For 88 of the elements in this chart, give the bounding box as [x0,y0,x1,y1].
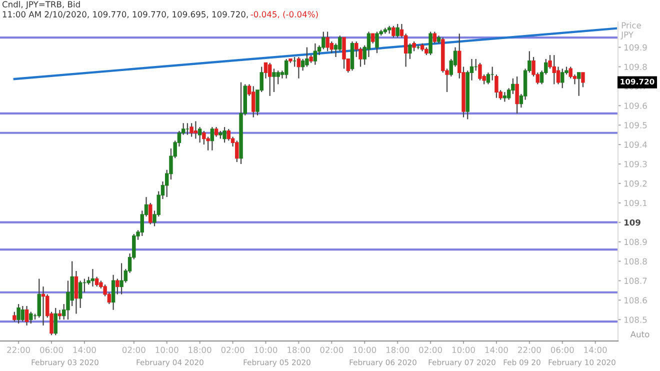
candlestick [268,62,272,96]
text: -0.045, (-0.04%) [250,11,318,18]
candlestick [326,31,330,52]
x-tick-label: 02:00 [320,346,344,354]
candlestick [276,70,280,85]
candlestick [366,31,371,58]
candlestick [552,54,556,85]
y-tick-label: 108.7 [624,278,647,284]
candlestick [210,126,214,151]
candlestick [432,31,437,44]
x-tick-label: 14:00 [485,346,508,354]
candlestick [300,58,305,72]
candlestick [272,68,276,93]
candlestick [116,278,120,295]
candlestick [29,311,33,324]
candlestick [354,40,358,58]
candlestick [111,274,116,310]
x-tick-label: 10:00 [452,346,475,354]
x-tick-label: 02:00 [122,346,146,354]
candlestick [190,122,194,138]
candlestick [20,305,25,322]
y-tick-label: 109.9 [624,44,647,51]
x-tick-label: 18:00 [288,346,310,354]
candlestick [371,33,375,44]
y-tick-label: 109.4 [624,142,647,148]
x-tick-label: 14:00 [584,346,607,354]
candlestick [252,86,256,118]
y-tick-label: 108.6 [624,297,647,304]
candlestick [284,58,288,79]
candlestick [375,31,379,54]
y-tick-label: 108.8 [624,258,647,265]
candlestick [392,25,396,38]
chart-title: Cndl, JPY=TRB, Bid [2,1,80,9]
candlestick [222,126,226,144]
candlestick [41,286,46,326]
candlestick [396,23,400,38]
x-tick-label: 18:00 [386,346,410,354]
candlestick [506,88,511,100]
chart-subtitle: 11:00 AM 2/10/2020, 109.770, 109.770, 109.695, 109.720, [2,11,248,18]
x-tick-label: 10:00 [254,346,278,354]
x-tick-label: 02:00 [221,346,244,354]
candlestick [58,309,62,320]
candlestick [74,270,78,314]
candlestick [313,42,318,66]
candlestick [214,126,218,138]
y-tick-label: 109.2 [624,180,647,187]
candlestick [16,303,20,324]
candlestick [428,31,432,56]
candlestick [12,311,16,322]
candlestick [54,307,58,336]
candlestick [515,76,519,114]
y-tick-label: 108.5 [624,316,647,323]
x-tick-label: 06:00 [40,346,63,354]
candlestick [235,140,239,163]
x-tick-label: 22:00 [7,346,30,354]
x-tick-label: 10:00 [354,346,376,354]
candlestick [560,68,564,89]
candlestick [408,42,412,60]
y-tick-label: 109.6 [624,102,647,109]
y-tick-label: 109.3 [624,160,647,168]
candlestick [478,62,482,81]
candlestick [502,91,507,102]
candlestick [577,72,581,96]
candlestick [194,120,198,140]
candlestick [556,66,560,85]
text: Auto [630,331,650,338]
candlestick [342,37,346,70]
candlestick [78,280,82,308]
x-tick-label: 22:00 [518,346,541,354]
x-tick-label: 14:00 [73,346,96,354]
y-tick-label: 109.1 [624,200,647,206]
candlestick [120,262,124,295]
y-axis-title: Price JPY [620,22,641,40]
x-tick-label: 10:00 [156,346,178,354]
candlestick [24,305,29,326]
x-tick-label: 02:00 [419,346,442,354]
y-tick-label: 109.8 [624,64,647,70]
candlestick [330,40,334,54]
y-tick-label: 109 [624,219,640,226]
candlestick [296,56,301,79]
candlestick [305,46,309,68]
candlestick [486,72,490,85]
candlestick [90,268,95,288]
y-tick-label: 109.5 [624,122,647,128]
candlestick [264,62,268,79]
y-tick-label: 108.9 [624,238,647,246]
x-tick-label: 18:00 [188,346,212,354]
x-tick-label: 06:00 [550,346,574,354]
